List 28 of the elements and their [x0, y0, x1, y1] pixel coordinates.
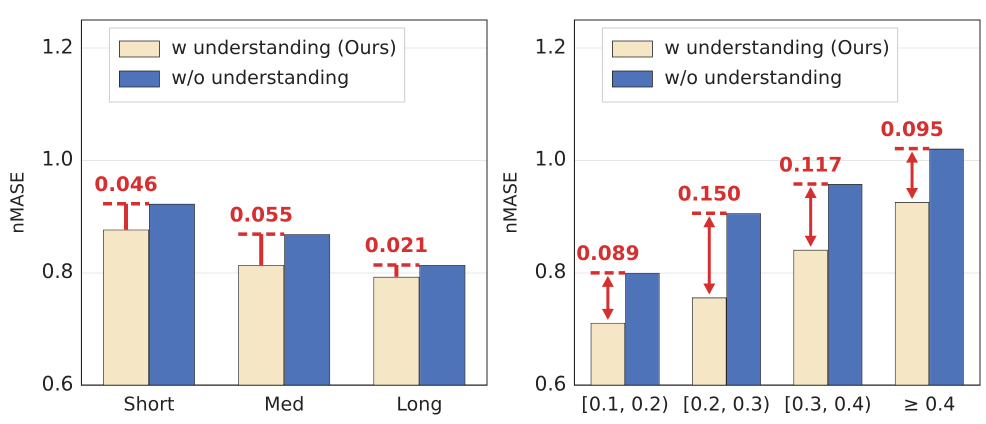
- x-tick-label: Long: [396, 394, 442, 416]
- legend-label: w understanding (Ours): [171, 36, 397, 59]
- y-tick-label: 0.8: [42, 259, 74, 284]
- y-tick-label: 1.0: [534, 146, 566, 171]
- x-tick-label: Short: [124, 394, 175, 416]
- x-tick-label: ≥ 0.4: [903, 394, 956, 416]
- annotation: 0.021: [364, 233, 428, 258]
- x-tick-label: [0.1, 0.2): [581, 394, 669, 416]
- x-tick-label: [0.2, 0.3): [682, 394, 770, 416]
- y-tick-label: 0.6: [42, 371, 74, 396]
- y-tick-label: 1.0: [42, 146, 74, 171]
- y-tick-label: 0.6: [534, 371, 566, 396]
- annotation: 0.117: [779, 152, 842, 176]
- annotation: 0.150: [678, 181, 741, 206]
- x-tick-label: [0.3, 0.4): [784, 394, 872, 416]
- legend-label: w/o understanding: [171, 66, 350, 89]
- y-axis-title: nMASE: [500, 172, 522, 234]
- annotation: 0.089: [576, 241, 640, 266]
- y-tick-label: 0.8: [534, 259, 566, 284]
- legend-label: w/o understanding: [664, 66, 842, 89]
- annotation: 0.055: [230, 202, 293, 226]
- annotation: 0.046: [94, 172, 158, 196]
- x-tick-label: Med: [264, 394, 304, 416]
- y-axis-title: nMASE: [7, 172, 28, 234]
- annotation: 0.095: [880, 116, 944, 141]
- y-tick-label: 1.2: [534, 34, 566, 58]
- legend-label: w understanding (Ours): [664, 36, 890, 59]
- y-tick-label: 1.2: [42, 34, 74, 58]
